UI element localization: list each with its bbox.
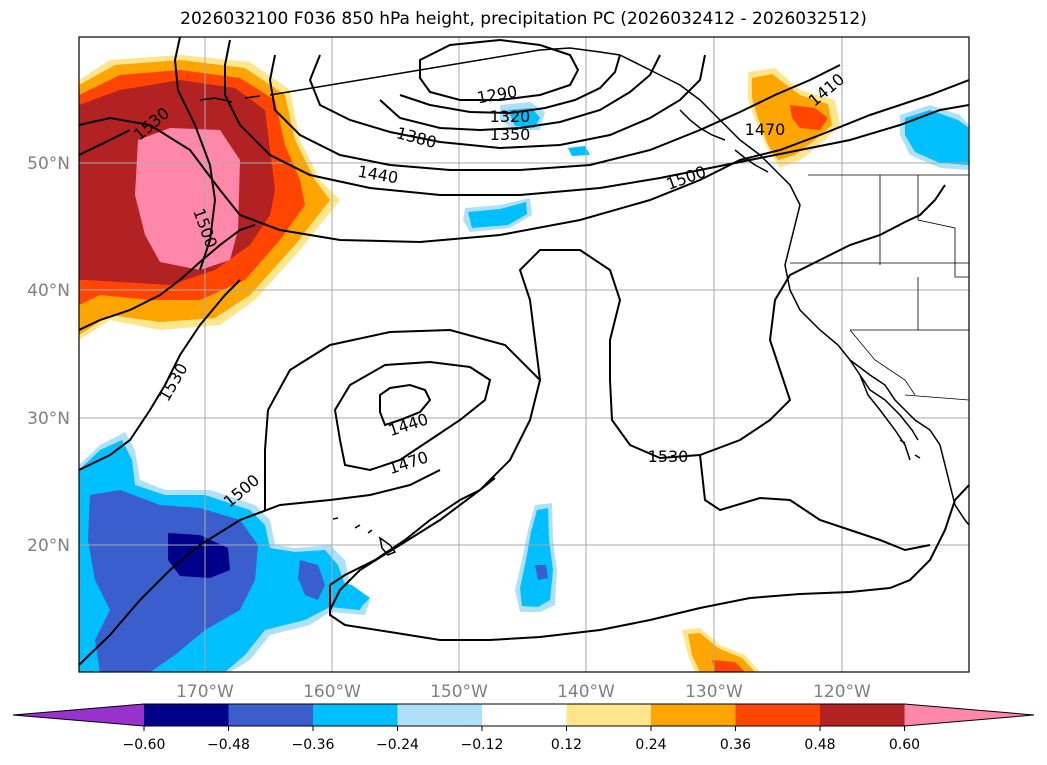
colorbar-bin (397, 704, 482, 726)
colorbar-tick-label: −0.36 (292, 737, 335, 753)
colorbar-bin (144, 704, 229, 726)
map-title: 2026032100 F036 850 hPa height, precipit… (180, 9, 867, 29)
colorbar-tick-label: −0.12 (461, 737, 504, 753)
colorbar-extend-max (904, 704, 1034, 726)
map-frame (78, 36, 970, 673)
colorbar-tick-label: 0.36 (720, 737, 751, 753)
colorbar: −0.60 −0.48 −0.36 −0.24 −0.12 0.12 0.24 0.36 0.4… (12, 703, 1035, 753)
colorbar-tick-label: 0.12 (551, 737, 582, 753)
negative-anomaly-central (515, 503, 557, 612)
contour-label: 1530 (648, 447, 689, 466)
contour-label: 1470 (745, 120, 786, 139)
colorbar-bin (228, 704, 313, 726)
graticule (79, 37, 969, 672)
lon-label: 170°W (176, 682, 234, 702)
lat-label: 40°N (27, 281, 70, 301)
colorbar-bin (482, 704, 567, 726)
lon-label: 160°W (303, 682, 361, 702)
lon-label: 150°W (430, 682, 488, 702)
contour-label: 1350 (490, 125, 531, 144)
colorbar-bin (735, 704, 820, 726)
lat-label: 20°N (27, 536, 70, 556)
colorbar-tick-label: 0.24 (635, 737, 666, 753)
colorbar-tick-label: 0.48 (804, 737, 835, 753)
colorbar-tick-label: 0.60 (889, 737, 920, 753)
lat-label: 30°N (27, 409, 70, 429)
map-area: 1530 1500 1290 1320 1350 1380 1440 1500 … (79, 37, 969, 672)
lat-label: 50°N (27, 154, 70, 174)
contour-label: 1320 (490, 107, 531, 126)
latitude-labels: 50°N 40°N 30°N 20°N (27, 154, 70, 556)
colorbar-extend-min (13, 704, 144, 726)
colorbar-bin (651, 704, 736, 726)
longitude-labels: 170°W 160°W 150°W 140°W 130°W 120°W (176, 682, 871, 702)
colorbar-bin (820, 704, 905, 726)
colorbar-bin (566, 704, 651, 726)
coastlines (199, 47, 969, 556)
colorbar-tick-label: −0.60 (123, 737, 166, 753)
colorbar-bin (313, 704, 398, 726)
height-contours (79, 37, 969, 666)
positive-anomaly-south (682, 628, 760, 672)
lon-label: 130°W (685, 682, 743, 702)
lon-label: 120°W (813, 682, 871, 702)
colorbar-tick-label: −0.24 (376, 737, 419, 753)
borders (790, 174, 969, 401)
lon-label: 140°W (557, 682, 615, 702)
colorbar-tick-label: −0.48 (207, 737, 250, 753)
